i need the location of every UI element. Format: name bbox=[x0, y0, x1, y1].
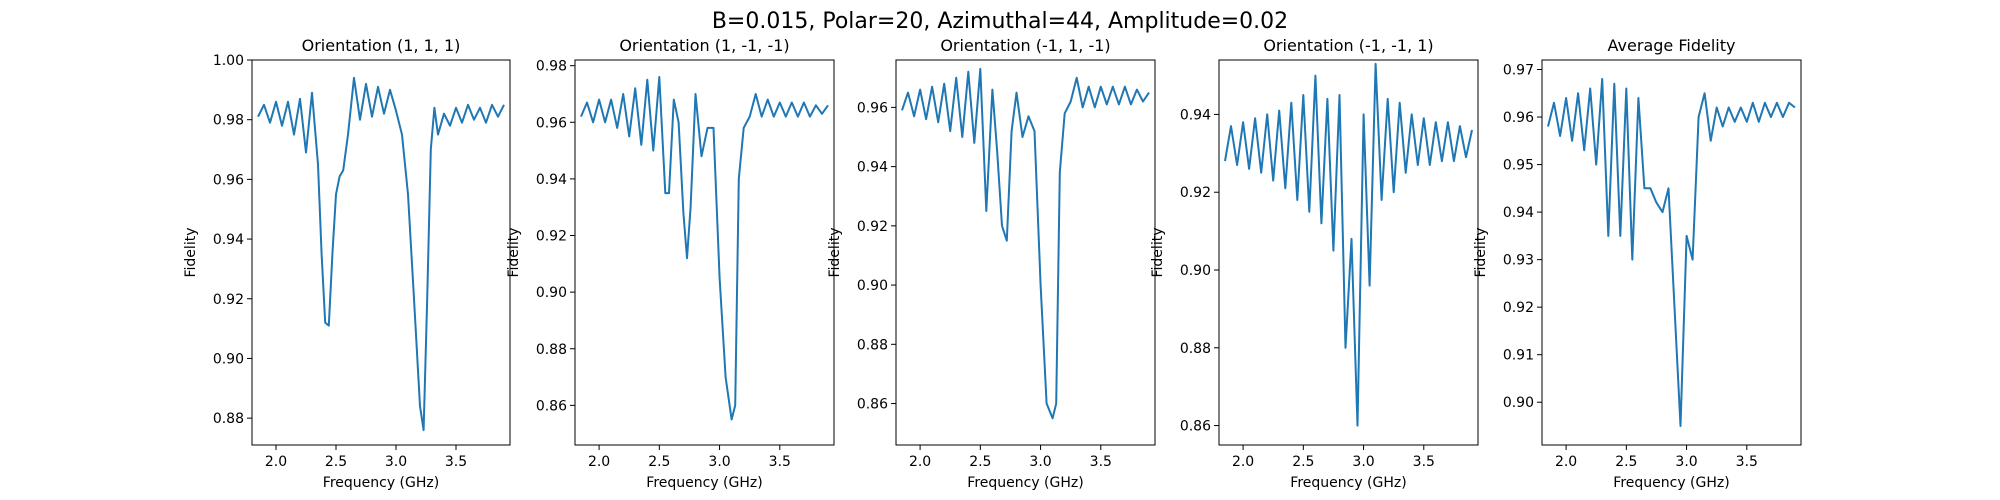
y-tick-label: 0.98 bbox=[213, 113, 244, 129]
x-tick-label: 2.5 bbox=[325, 454, 347, 470]
axes-frame bbox=[1541, 59, 1802, 446]
axes-frame bbox=[574, 59, 835, 446]
y-tick-label: 0.91 bbox=[1503, 348, 1534, 364]
y-tick-label: 0.90 bbox=[213, 351, 244, 367]
x-axis-label: Frequency (GHz) bbox=[646, 475, 762, 491]
subplot-title: Orientation (1, -1, -1) bbox=[619, 36, 789, 55]
figure-suptitle: B=0.015, Polar=20, Azimuthal=44, Amplitu… bbox=[712, 9, 1288, 34]
x-tick-label: 3.5 bbox=[445, 454, 467, 470]
axes-frame bbox=[1218, 59, 1479, 446]
y-tick-label: 1.00 bbox=[213, 53, 244, 69]
y-axis-label: Fidelity bbox=[1150, 228, 1166, 278]
x-axis-label: Frequency (GHz) bbox=[323, 475, 439, 491]
y-tick-label: 0.98 bbox=[536, 59, 567, 75]
y-tick-label: 0.88 bbox=[213, 411, 244, 427]
subplot-title: Orientation (-1, 1, -1) bbox=[940, 36, 1110, 55]
y-tick-label: 0.92 bbox=[536, 229, 567, 245]
y-tick-label: 0.86 bbox=[857, 397, 888, 413]
x-tick-label: 2.5 bbox=[1292, 454, 1314, 470]
x-tick-label: 2.0 bbox=[588, 454, 610, 470]
x-tick-label: 2.0 bbox=[1232, 454, 1254, 470]
y-tick-label: 0.90 bbox=[1180, 263, 1211, 279]
x-axis-label: Frequency (GHz) bbox=[967, 475, 1083, 491]
x-axis-label: Frequency (GHz) bbox=[1290, 475, 1406, 491]
y-tick-label: 0.88 bbox=[536, 342, 567, 358]
y-tick-label: 0.94 bbox=[857, 160, 888, 176]
x-tick-label: 3.5 bbox=[1090, 454, 1112, 470]
x-tick-label: 2.0 bbox=[265, 454, 287, 470]
y-tick-label: 0.92 bbox=[1503, 300, 1534, 316]
y-tick-label: 0.95 bbox=[1503, 158, 1534, 174]
x-tick-label: 3.0 bbox=[708, 454, 730, 470]
x-tick-label: 3.0 bbox=[1675, 454, 1697, 470]
subplot-4: Orientation (-1, -1, 1) 2.0 2.5 3.0 3.5 0.86 0… bbox=[1150, 36, 1479, 491]
subplot-2: Orientation (1, -1, -1) 2.0 2.5 3.0 3.5 0.86 0… bbox=[506, 36, 835, 491]
y-tick-label: 0.93 bbox=[1503, 253, 1534, 269]
y-tick-label: 0.88 bbox=[857, 337, 888, 353]
x-axis-label: Frequency (GHz) bbox=[1613, 475, 1729, 491]
y-tick-label: 0.96 bbox=[536, 115, 567, 131]
y-tick-label: 0.90 bbox=[857, 278, 888, 294]
y-axis-label: Fidelity bbox=[506, 228, 522, 278]
subplot-title: Orientation (-1, -1, 1) bbox=[1263, 36, 1433, 55]
y-tick-label: 0.92 bbox=[857, 219, 888, 235]
y-tick-label: 0.96 bbox=[857, 100, 888, 116]
axes-frame bbox=[895, 59, 1156, 446]
x-tick-label: 2.0 bbox=[1555, 454, 1577, 470]
y-tick-label: 0.97 bbox=[1503, 63, 1534, 79]
subplot-title: Average Fidelity bbox=[1608, 36, 1736, 55]
axes-frame bbox=[251, 59, 511, 446]
subplot-grid: Orientation (1, 1, 1) 2.0 2.5 3.0 3.5 0.88 0.9… bbox=[183, 36, 1802, 491]
x-tick-label: 2.5 bbox=[969, 454, 991, 470]
fidelity-series-line bbox=[257, 76, 505, 432]
x-tick-label: 3.0 bbox=[1029, 454, 1051, 470]
y-tick-label: 0.90 bbox=[536, 285, 567, 301]
y-tick-label: 0.94 bbox=[536, 172, 567, 188]
x-tick-label: 2.5 bbox=[648, 454, 670, 470]
y-tick-label: 0.94 bbox=[213, 232, 244, 248]
x-tick-label: 3.0 bbox=[1352, 454, 1374, 470]
y-axis-label: Fidelity bbox=[183, 228, 199, 278]
x-tick-label: 3.0 bbox=[385, 454, 407, 470]
x-tick-label: 3.5 bbox=[1736, 454, 1758, 470]
x-tick-label: 3.5 bbox=[769, 454, 791, 470]
subplot-3: Orientation (-1, 1, -1) 2.0 2.5 3.0 3.5 0.86 0… bbox=[827, 36, 1156, 491]
y-tick-label: 0.96 bbox=[1503, 110, 1534, 126]
y-tick-label: 0.94 bbox=[1180, 107, 1211, 123]
y-tick-label: 0.92 bbox=[1180, 185, 1211, 201]
fidelity-series-line bbox=[1547, 78, 1796, 427]
subplot-1: Orientation (1, 1, 1) 2.0 2.5 3.0 3.5 0.88 0.9… bbox=[183, 36, 511, 491]
subplot-5: Average Fidelity 2.0 2.5 3.0 3.5 0.90 0.91 0.92… bbox=[1473, 36, 1802, 491]
fidelity-series-line bbox=[1224, 62, 1473, 427]
y-tick-label: 0.94 bbox=[1503, 205, 1534, 221]
y-tick-label: 0.96 bbox=[213, 172, 244, 188]
y-axis-label: Fidelity bbox=[827, 228, 843, 278]
y-tick-label: 0.88 bbox=[1180, 341, 1211, 357]
y-tick-label: 0.86 bbox=[536, 398, 567, 414]
y-axis-label: Fidelity bbox=[1473, 228, 1489, 278]
y-tick-label: 0.90 bbox=[1503, 395, 1534, 411]
fidelity-series-line bbox=[901, 67, 1150, 420]
x-tick-label: 2.5 bbox=[1615, 454, 1637, 470]
y-tick-label: 0.86 bbox=[1180, 419, 1211, 435]
x-tick-label: 3.5 bbox=[1413, 454, 1435, 470]
y-tick-label: 0.92 bbox=[213, 292, 244, 308]
subplot-title: Orientation (1, 1, 1) bbox=[302, 36, 461, 55]
fidelity-series-line bbox=[580, 76, 829, 421]
x-tick-label: 2.0 bbox=[909, 454, 931, 470]
